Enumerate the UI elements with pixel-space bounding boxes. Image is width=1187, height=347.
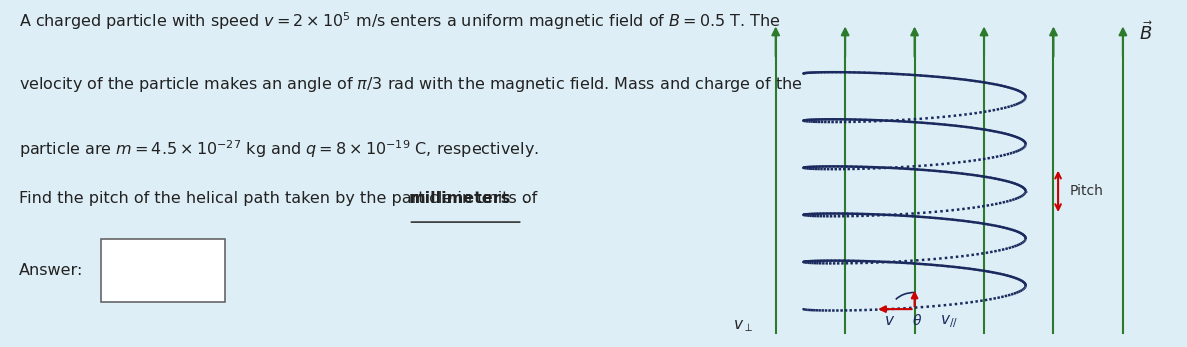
Text: Pitch: Pitch: [1069, 184, 1104, 198]
FancyBboxPatch shape: [101, 239, 226, 302]
Text: Find the pitch of the helical path taken by the particle in units of: Find the pitch of the helical path taken…: [19, 191, 542, 206]
Text: A charged particle with speed $v = 2 \times 10^5$ m/s enters a uniform magnetic : A charged particle with speed $v = 2 \ti…: [19, 10, 780, 32]
Text: particle are $m = 4.5 \times 10^{-27}$ kg and $q = 8 \times 10^{-19}$ C, respect: particle are $m = 4.5 \times 10^{-27}$ k…: [19, 139, 539, 161]
Text: $v_{//}$: $v_{//}$: [940, 313, 958, 330]
Text: .: .: [522, 191, 528, 206]
Text: $v_\perp$: $v_\perp$: [732, 319, 753, 335]
Text: millimeters: millimeters: [408, 191, 510, 206]
Text: $\theta$: $\theta$: [912, 313, 922, 328]
Text: $v$: $v$: [883, 313, 895, 328]
Text: $\vec{B}$: $\vec{B}$: [1140, 21, 1154, 44]
Text: Answer:: Answer:: [19, 263, 83, 278]
Text: velocity of the particle makes an angle of $\pi/3$ rad with the magnetic field. : velocity of the particle makes an angle …: [19, 75, 802, 94]
